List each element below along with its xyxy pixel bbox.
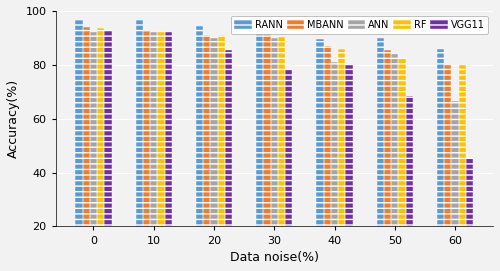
Bar — [76, 20, 82, 271]
Legend: RANN, MBANN, ANN, RF, VGG11: RANN, MBANN, ANN, RF, VGG11 — [230, 16, 488, 34]
Bar — [384, 50, 391, 271]
Bar — [391, 54, 398, 271]
Bar — [264, 33, 270, 271]
Bar — [331, 62, 338, 271]
Bar — [458, 65, 466, 271]
Bar — [437, 49, 444, 271]
Bar — [158, 33, 164, 271]
Bar — [346, 65, 352, 271]
Bar — [82, 27, 90, 271]
Bar — [104, 30, 112, 271]
Bar — [158, 33, 164, 271]
Bar — [376, 38, 384, 271]
Bar — [346, 65, 352, 271]
Bar — [225, 50, 232, 271]
Bar — [150, 33, 158, 271]
Bar — [316, 39, 324, 271]
Bar — [218, 35, 225, 271]
Bar — [164, 33, 172, 271]
Bar — [76, 20, 82, 271]
Bar — [466, 158, 473, 271]
Bar — [256, 24, 264, 271]
Bar — [143, 31, 150, 271]
Bar — [196, 26, 203, 271]
Bar — [270, 38, 278, 271]
Bar — [338, 49, 345, 271]
Bar — [285, 69, 292, 271]
Bar — [136, 20, 143, 271]
Bar — [143, 31, 150, 271]
Bar — [203, 35, 210, 271]
Bar — [210, 38, 218, 271]
Bar — [164, 33, 172, 271]
Bar — [444, 65, 452, 271]
Bar — [406, 96, 413, 271]
Y-axis label: Accuracy(%): Accuracy(%) — [7, 79, 20, 158]
Bar — [97, 28, 104, 271]
Bar — [452, 101, 458, 271]
Bar — [437, 49, 444, 271]
Bar — [256, 24, 264, 271]
Bar — [466, 158, 473, 271]
Bar — [391, 54, 398, 271]
Bar — [104, 30, 112, 271]
Bar — [278, 37, 285, 271]
Bar — [316, 39, 324, 271]
Bar — [278, 37, 285, 271]
Bar — [338, 49, 345, 271]
Bar — [331, 62, 338, 271]
X-axis label: Data noise(%): Data noise(%) — [230, 251, 319, 264]
Bar — [384, 50, 391, 271]
Bar — [398, 58, 406, 271]
Bar — [376, 38, 384, 271]
Bar — [196, 26, 203, 271]
Bar — [270, 38, 278, 271]
Bar — [150, 33, 158, 271]
Bar — [82, 27, 90, 271]
Bar — [264, 33, 270, 271]
Bar — [452, 101, 458, 271]
Bar — [324, 46, 331, 271]
Bar — [90, 33, 97, 271]
Bar — [324, 46, 331, 271]
Bar — [398, 58, 406, 271]
Bar — [97, 28, 104, 271]
Bar — [406, 96, 413, 271]
Bar — [444, 65, 452, 271]
Bar — [218, 35, 225, 271]
Bar — [203, 35, 210, 271]
Bar — [210, 38, 218, 271]
Bar — [285, 69, 292, 271]
Bar — [90, 33, 97, 271]
Bar — [136, 20, 143, 271]
Bar — [225, 50, 232, 271]
Bar — [458, 65, 466, 271]
